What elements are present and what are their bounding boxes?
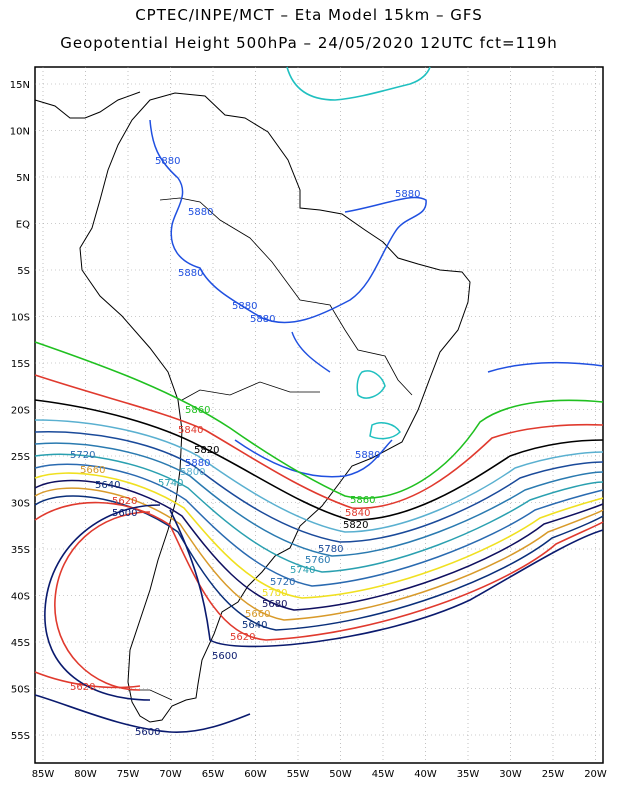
longitude-tick-label: 30W (499, 769, 522, 780)
contour-label: 5620 (112, 496, 137, 507)
coastline-south-america (34, 91, 471, 723)
contour-5820 (34, 399, 604, 521)
contour-5680 (34, 479, 604, 611)
latitude-tick-label: 20S (11, 406, 30, 417)
contour-labels: 5880 5880 5880 5880 5880 5880 5880 5880 … (70, 156, 420, 738)
longitude-tick-label: 35W (457, 769, 480, 780)
contour-5900-closed-b (369, 422, 401, 440)
contour-label: 5600 (112, 508, 137, 519)
contour-5900-closed-a (356, 370, 386, 399)
longitude-tick-label: 25W (542, 769, 565, 780)
contour-label: 5880 (232, 301, 257, 312)
latitude-tick-label: 50S (11, 685, 30, 696)
contour-label: 5720 (70, 450, 95, 461)
longitude-tick-label: 50W (329, 769, 352, 780)
graticule (35, 67, 603, 763)
contour-label: 5740 (290, 565, 315, 576)
contour-5600 (169, 509, 604, 648)
contour-5700 (34, 472, 604, 599)
contour-5880-mid (291, 331, 331, 373)
latitude-tick-label: 5S (17, 266, 30, 277)
contour-label: 5740 (158, 478, 183, 489)
longitude-tick-label: 20W (584, 769, 607, 780)
contour-label: 5780 (318, 544, 343, 555)
contour-5600-west (44, 504, 161, 701)
contour-5880-east (487, 361, 604, 373)
latitude-tick-label: 40S (11, 592, 30, 603)
contour-5720 (34, 463, 604, 587)
longitude-tick-label: 80W (74, 769, 97, 780)
contour-label: 5820 (194, 445, 219, 456)
contour-5800 (34, 419, 604, 533)
latitude-tick-label: EQ (16, 220, 30, 231)
latitude-tick-label: 15S (11, 359, 30, 370)
contour-5900 (286, 66, 431, 101)
latitude-tick-label: 30S (11, 499, 30, 510)
longitude-tick-label: 70W (159, 769, 182, 780)
contour-label: 5880 (185, 458, 210, 469)
contour-label: 5800 (180, 467, 205, 478)
longitude-tick-label: 85W (32, 769, 55, 780)
contour-5860 (34, 341, 604, 499)
contour-label: 5680 (262, 599, 287, 610)
contour-label: 5640 (95, 480, 120, 491)
chart-title-line2: Geopotential Height 500hPa – 24/05/2020 … (60, 34, 558, 52)
contour-5760 (34, 442, 604, 557)
latitude-tick-label: 25S (11, 452, 30, 463)
longitude-tick-labels: 85W 80W 75W 70W 65W 60W 55W 50W 45W 40W 35W 30W 25W 2… (32, 769, 607, 780)
longitude-tick-label: 65W (202, 769, 225, 780)
longitude-tick-label: 75W (117, 769, 140, 780)
contour-lines (34, 341, 604, 733)
latitude-tick-label: 10S (11, 313, 30, 324)
longitude-tick-label: 60W (244, 769, 267, 780)
longitude-tick-label: 55W (287, 769, 310, 780)
contour-label: 5840 (345, 508, 370, 519)
contour-label: 5880 (188, 207, 213, 218)
contour-5620-south (34, 671, 141, 689)
contour-5780 (34, 431, 604, 543)
contour-label: 5620 (70, 682, 95, 693)
latitude-tick-label: 35S (11, 545, 30, 556)
contour-label: 5860 (185, 405, 210, 416)
contour-5740 (34, 453, 604, 573)
contour-label: 5880 (178, 268, 203, 279)
latitude-tick-label: 5N (16, 173, 30, 184)
longitude-tick-label: 40W (414, 769, 437, 780)
contour-5600-south (34, 694, 251, 733)
contour-label: 5840 (178, 425, 203, 436)
latitude-tick-label: 45S (11, 638, 30, 649)
latitude-tick-label: 15N (10, 80, 30, 91)
contour-5620-west (54, 511, 151, 691)
contour-5880-north (149, 119, 427, 324)
contour-label: 5720 (270, 577, 295, 588)
contour-label: 5600 (212, 651, 237, 662)
contour-label: 5880 (395, 189, 420, 200)
contour-label: 5860 (350, 495, 375, 506)
contour-5840 (34, 374, 604, 509)
latitude-tick-label: 55S (11, 731, 30, 742)
contour-label: 5620 (230, 632, 255, 643)
contour-label: 5760 (305, 555, 330, 566)
contour-label: 5820 (343, 520, 368, 531)
contour-5660 (34, 487, 604, 621)
contour-label: 5880 (155, 156, 180, 167)
contour-label: 5600 (135, 727, 160, 738)
contour-label: 5640 (242, 620, 267, 631)
contour-label: 5880 (250, 314, 275, 325)
contour-label: 5660 (80, 465, 105, 476)
contour-label: 5660 (245, 609, 270, 620)
chart-title-line1: CPTEC/INPE/MCT – Eta Model 15km – GFS (135, 6, 483, 24)
contour-5880-south (234, 439, 393, 478)
latitude-tick-label: 10N (10, 127, 30, 138)
latitude-tick-labels: 15N 10N 5N EQ 5S 10S 15S 20S 25S 30S 35S 40S 45S 50S 5… (10, 80, 30, 742)
map-frame (34, 66, 604, 764)
contour-5620 (34, 501, 604, 641)
contour-label: 5880 (355, 450, 380, 461)
contour-label: 5700 (262, 588, 287, 599)
longitude-tick-label: 45W (372, 769, 395, 780)
